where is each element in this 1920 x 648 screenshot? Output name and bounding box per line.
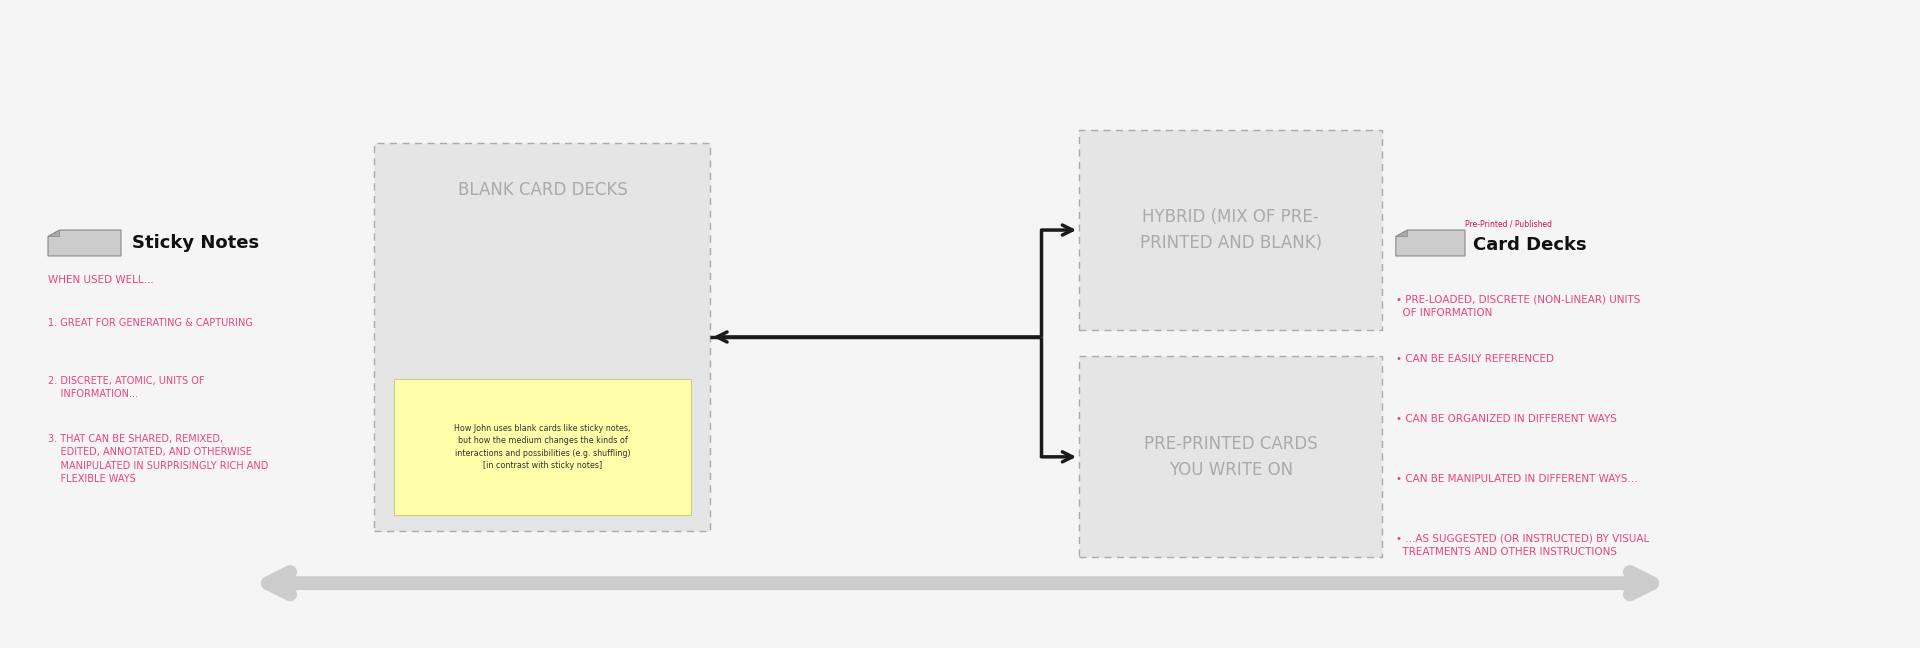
Bar <box>394 379 691 515</box>
Text: 1. GREAT FOR GENERATING & CAPTURING: 1. GREAT FOR GENERATING & CAPTURING <box>48 318 253 327</box>
Text: PRE-PRINTED CARDS
YOU WRITE ON: PRE-PRINTED CARDS YOU WRITE ON <box>1144 435 1317 479</box>
Text: 3. THAT CAN BE SHARED, REMIXED,
    EDITED, ANNOTATED, AND OTHERWISE
    MANIPUL: 3. THAT CAN BE SHARED, REMIXED, EDITED, … <box>48 434 269 484</box>
Text: WHEN USED WELL...: WHEN USED WELL... <box>48 275 154 285</box>
Text: • ...AS SUGGESTED (OR INSTRUCTED) BY VISUAL
  TREATMENTS AND OTHER INSTRUCTIONS: • ...AS SUGGESTED (OR INSTRUCTED) BY VIS… <box>1396 533 1649 557</box>
Text: Card Decks: Card Decks <box>1473 236 1586 254</box>
Text: • CAN BE MANIPULATED IN DIFFERENT WAYS...: • CAN BE MANIPULATED IN DIFFERENT WAYS..… <box>1396 474 1638 483</box>
Bar <box>374 143 710 531</box>
Polygon shape <box>1396 230 1465 256</box>
Text: How John uses blank cards like sticky notes,
but how the medium changes the kind: How John uses blank cards like sticky no… <box>455 424 630 470</box>
Polygon shape <box>48 230 60 237</box>
Polygon shape <box>1396 230 1407 237</box>
Text: Sticky Notes: Sticky Notes <box>132 234 259 252</box>
Text: BLANK CARD DECKS: BLANK CARD DECKS <box>457 181 628 200</box>
Text: 2. DISCRETE, ATOMIC, UNITS OF
    INFORMATION...: 2. DISCRETE, ATOMIC, UNITS OF INFORMATIO… <box>48 376 205 399</box>
Bar <box>1079 130 1382 330</box>
Text: • CAN BE EASILY REFERENCED: • CAN BE EASILY REFERENCED <box>1396 354 1553 364</box>
Bar <box>1079 356 1382 557</box>
Text: Pre-Printed / Published: Pre-Printed / Published <box>1465 220 1551 229</box>
Text: • CAN BE ORGANIZED IN DIFFERENT WAYS: • CAN BE ORGANIZED IN DIFFERENT WAYS <box>1396 414 1617 424</box>
Text: HYBRID (MIX OF PRE-
PRINTED AND BLANK): HYBRID (MIX OF PRE- PRINTED AND BLANK) <box>1140 208 1321 252</box>
Polygon shape <box>48 230 121 256</box>
Text: • PRE-LOADED, DISCRETE (NON-LINEAR) UNITS
  OF INFORMATION: • PRE-LOADED, DISCRETE (NON-LINEAR) UNIT… <box>1396 295 1640 318</box>
